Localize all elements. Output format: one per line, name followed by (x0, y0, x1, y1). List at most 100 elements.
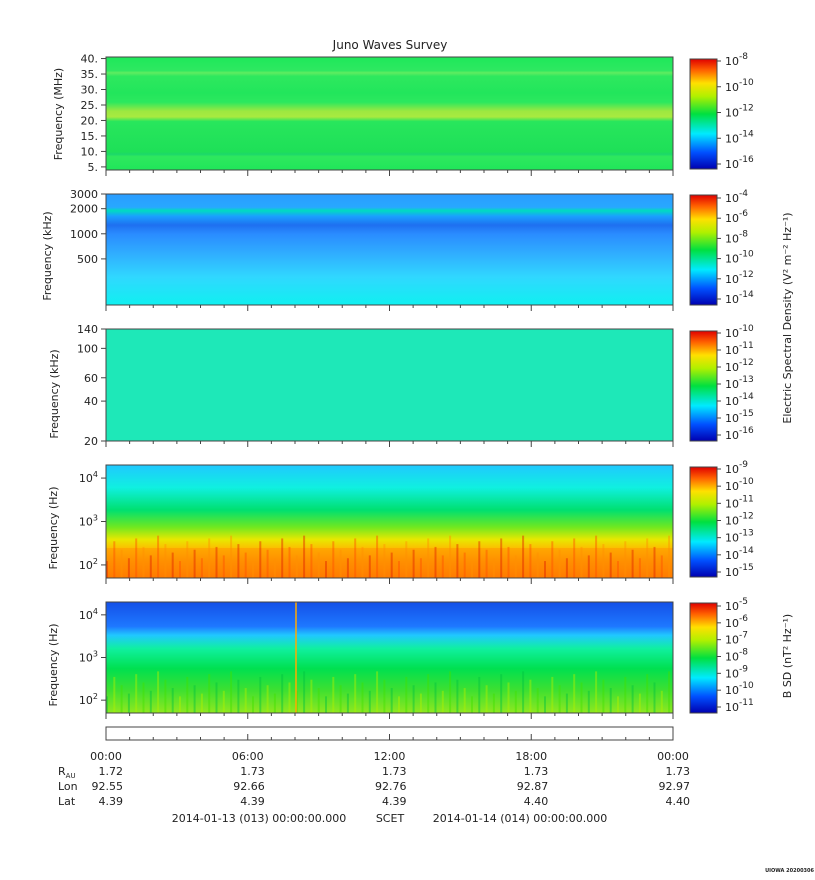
y-tick-label-khz-lo: 100 (77, 342, 98, 355)
texture-stripe (164, 679, 167, 713)
texture-stripe (376, 671, 379, 713)
colorbar-exponent: -10 (739, 250, 754, 260)
texture-stripe (354, 674, 357, 713)
texture-stripe (587, 555, 590, 578)
texture-stripe (471, 561, 473, 578)
ephemeris-table: RAU 1.72 1.73 1.73 1.73 1.73 Lon 92.55 92.66 92.7… (58, 765, 690, 808)
texture-stripe (222, 555, 225, 578)
texture-stripe (617, 561, 619, 578)
texture-stripe (266, 549, 269, 578)
y-tick-label-mhz: 25. (81, 99, 99, 112)
texture-stripe (653, 682, 656, 713)
colorbar-tick-label: 10-12 (725, 512, 754, 528)
colorbar-exponent: -12 (739, 512, 754, 522)
colorbar-tick-label: 10-14 (725, 546, 754, 562)
texture-stripe (522, 535, 525, 578)
texture-stripe (573, 674, 576, 713)
spectrogram-texture-magnetic (106, 671, 671, 713)
colorbar-exponent: -15 (739, 409, 754, 419)
texture-stripe (463, 688, 466, 713)
texture-stripe (463, 552, 466, 578)
ephemeris-label: Lon (58, 780, 78, 793)
colorbar-exponent: -9 (739, 664, 748, 674)
texture-stripe (310, 544, 313, 578)
ephemeris-value: 4.40 (524, 795, 549, 808)
ephemeris-value: 1.73 (240, 765, 265, 778)
colorbar-tick-label: 10-16 (725, 155, 754, 171)
texture-stripe (376, 535, 379, 578)
colorbar-hz-magnetic (689, 602, 718, 714)
texture-stripe (573, 538, 576, 578)
texture-stripe (179, 561, 181, 578)
texture-stripe (478, 676, 481, 713)
colorbar-tick-label: 10-6 (725, 209, 748, 225)
texture-stripe (157, 535, 160, 578)
texture-stripe (500, 674, 503, 713)
texture-stripe (252, 696, 254, 713)
y-tick-label-mhz: 35. (81, 68, 99, 81)
colorbar-tick-label: 10-12 (725, 104, 754, 120)
texture-stripe (244, 688, 247, 713)
time-mid: SCET (376, 812, 405, 825)
ephemeris-value: 92.87 (517, 780, 549, 793)
texture-stripe (295, 555, 298, 578)
texture-stripe (536, 688, 539, 713)
texture-stripe (244, 552, 247, 578)
colorbar-exponent: -10 (739, 681, 754, 691)
texture-stripe (222, 690, 225, 713)
texture-stripe (354, 538, 357, 578)
texture-stripe (310, 679, 313, 713)
texture-stripe (179, 696, 181, 713)
texture-stripe (580, 682, 583, 713)
colorbar-exponent: -15 (739, 563, 754, 573)
texture-stripe (398, 561, 400, 578)
texture-stripe (135, 674, 138, 713)
texture-stripe (361, 546, 364, 578)
texture-stripe (142, 546, 145, 578)
spectrogram-hz-magnetic (106, 602, 673, 713)
colorbar-tick-label: 10-4 (725, 189, 748, 205)
x-tick-label: 12:00 (374, 750, 406, 763)
texture-stripe (215, 546, 218, 578)
texture-stripe (565, 558, 568, 578)
texture-stripe (609, 688, 612, 713)
texture-stripe (449, 671, 452, 713)
colorbar-tick-label: 10-14 (725, 290, 754, 306)
colorbar-exponent: -14 (739, 129, 754, 139)
texture-stripe (551, 676, 554, 713)
texture-stripe (368, 555, 371, 578)
texture-stripe (500, 538, 503, 578)
texture-stripe (514, 555, 517, 578)
texture-stripe (237, 544, 240, 578)
texture-stripe (186, 541, 189, 578)
texture-stripe (449, 535, 452, 578)
texture-stripe (419, 693, 422, 713)
texture-stripe (434, 546, 437, 578)
y-tick-label-hz-e: 104 (79, 470, 98, 485)
texture-stripe (565, 693, 568, 713)
ephemeris-value: 92.76 (375, 780, 407, 793)
texture-stripe (631, 549, 634, 578)
y-tick-label-khz-hi: 3000 (70, 188, 98, 201)
texture-stripe (332, 541, 335, 578)
texture-stripe (281, 538, 284, 578)
y-tick-exponent: 2 (93, 557, 98, 566)
texture-stripe (536, 552, 539, 578)
texture-stripe (288, 546, 291, 578)
ephemeris-value: 1.72 (99, 765, 124, 778)
texture-stripe (419, 558, 422, 578)
texture-stripe (149, 555, 152, 578)
ylabel-hz-electric: Frequency (Hz) (47, 487, 60, 570)
spectrogram-khz-lo (106, 329, 673, 441)
panel-khz-hi: 500 1000 2000 3000 Frequency (kHz) 10-4 10-6… (41, 188, 794, 424)
y-tick-label-khz-hi: 1000 (70, 228, 98, 241)
texture-stripe (646, 674, 649, 713)
ephemeris-value: 4.39 (382, 795, 407, 808)
texture-stripe (383, 679, 386, 713)
texture-stripe (492, 693, 495, 713)
colorbar-exponent: -10 (739, 477, 754, 487)
y-tick-label-khz-lo: 140 (77, 323, 98, 336)
colorbar-exponent: -7 (739, 631, 748, 641)
y-tick-label-mhz: 30. (81, 84, 99, 97)
